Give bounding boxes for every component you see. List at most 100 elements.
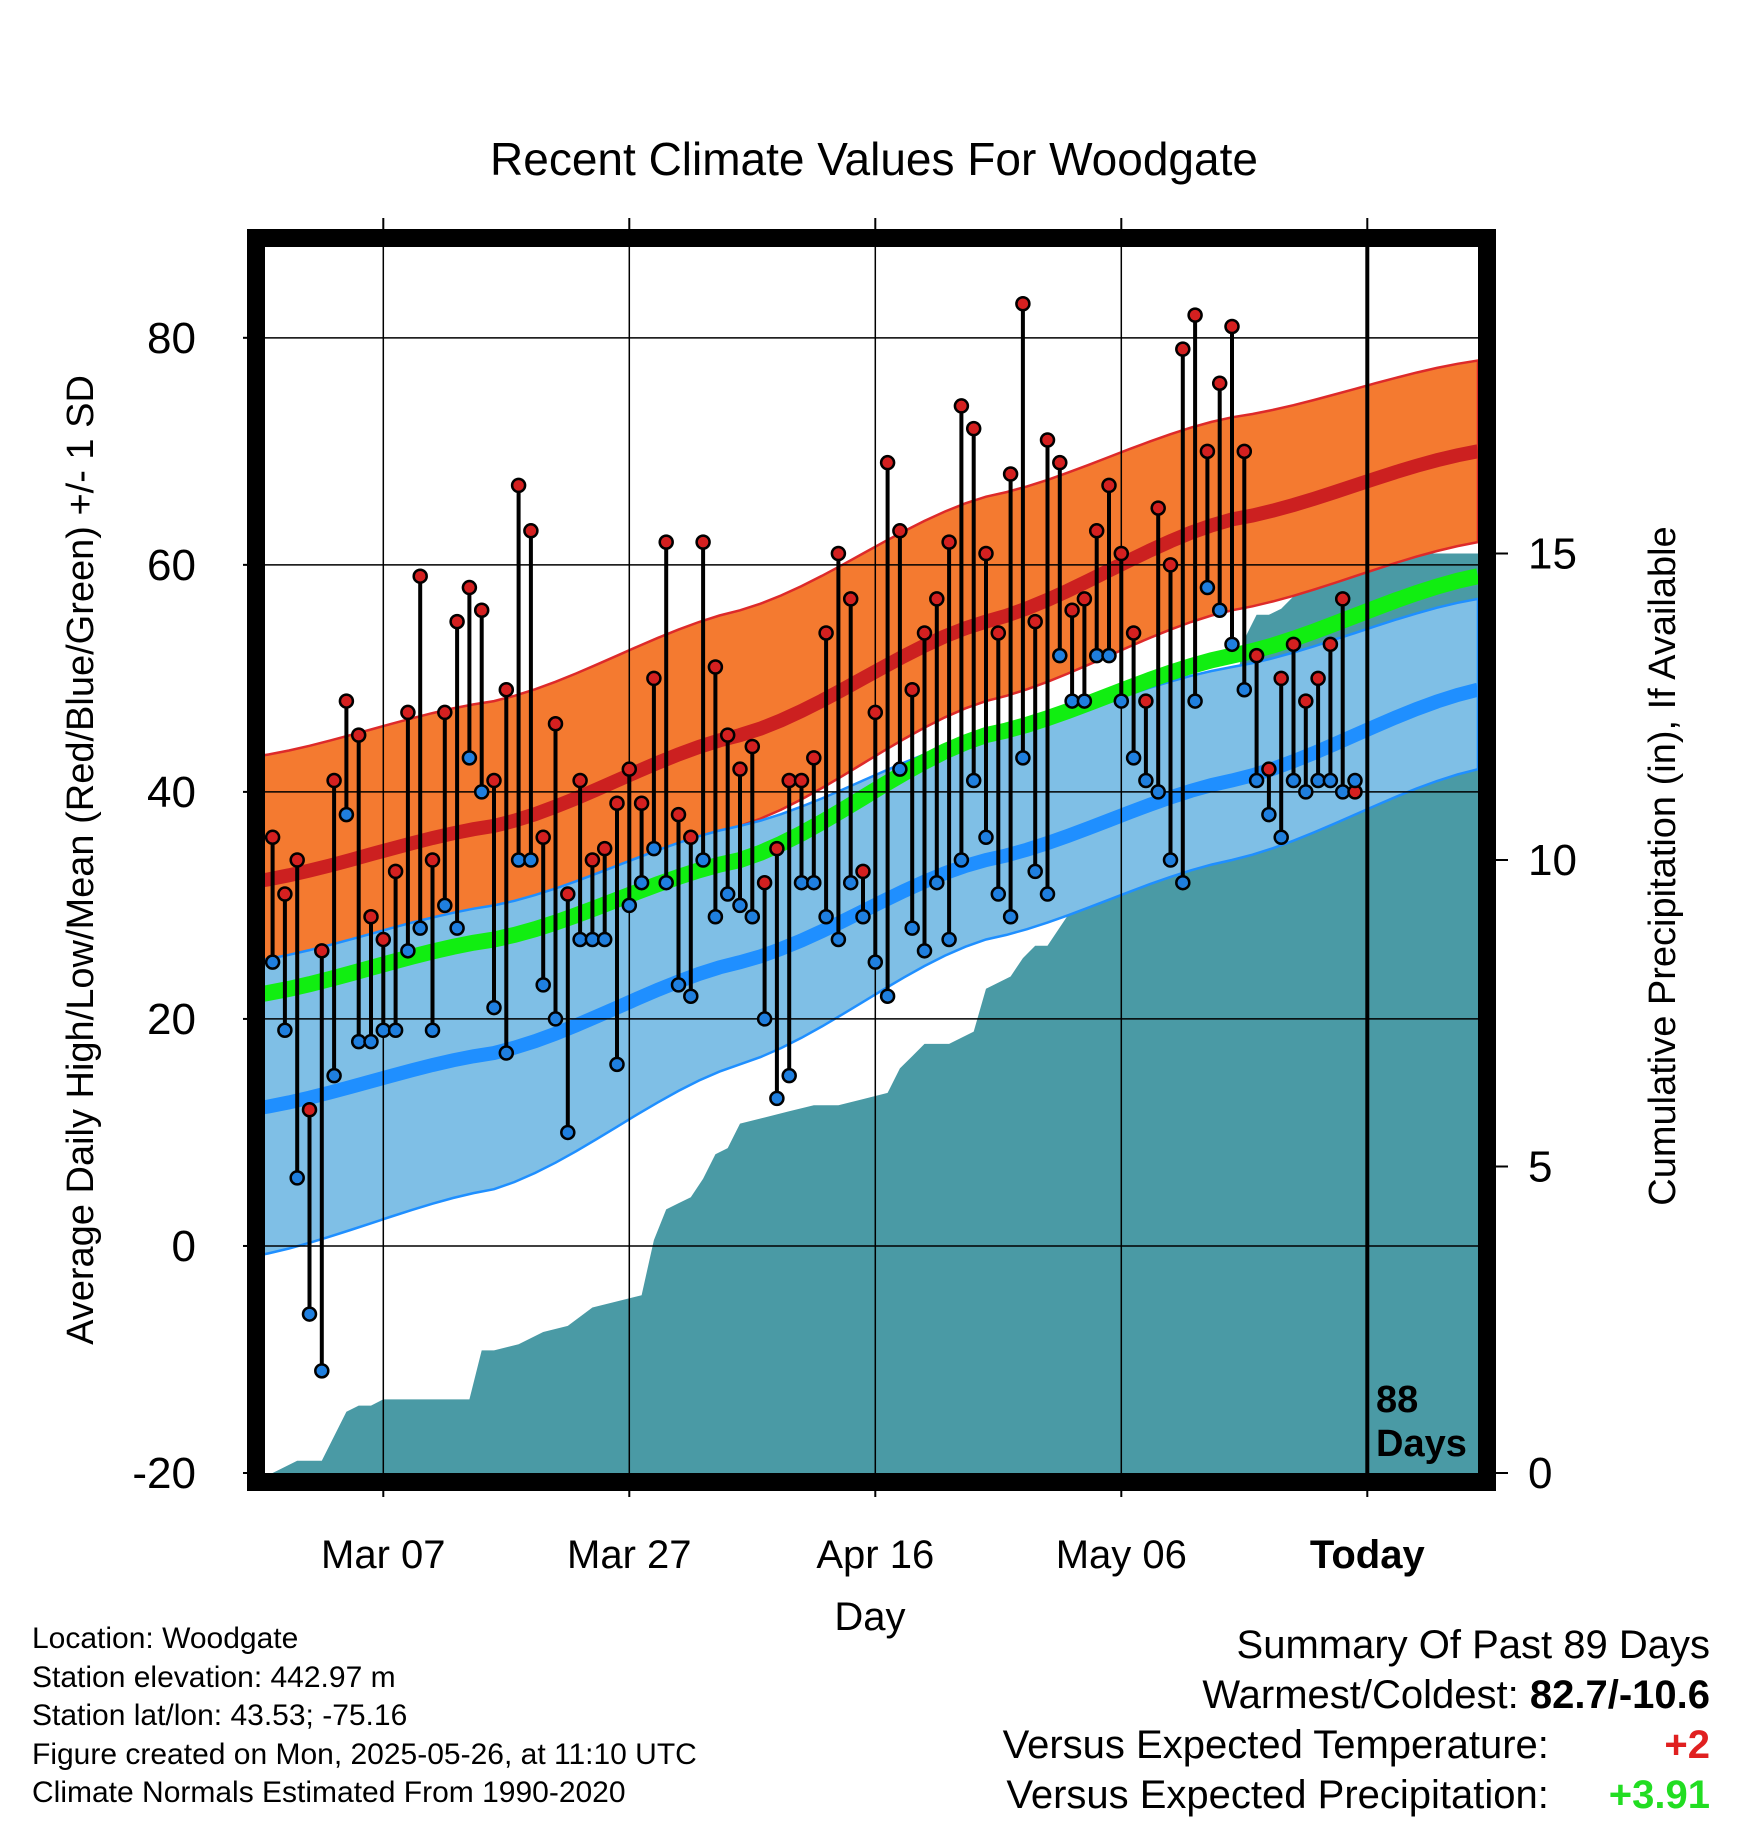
latlon-text: Station lat/lon: 43.53; -75.16 xyxy=(32,1699,408,1732)
chart-title: Recent Climate Values For Woodgate xyxy=(490,133,1258,185)
daily-low-point xyxy=(695,852,711,868)
daily-low-point xyxy=(547,1011,564,1027)
daily-low-point xyxy=(953,852,970,868)
daily-high-point xyxy=(350,727,367,743)
daily-high-point xyxy=(510,477,527,494)
daily-high-point xyxy=(929,591,945,607)
daily-high-point xyxy=(572,772,588,789)
daily-low-point xyxy=(277,1022,293,1039)
daily-high-point xyxy=(793,772,810,789)
daily-low-point xyxy=(461,750,478,766)
daily-low-point xyxy=(892,761,908,777)
warmcold-label: Warmest/Coldest: xyxy=(1202,1673,1519,1717)
daily-high-point xyxy=(744,738,761,755)
daily-low-point xyxy=(1322,772,1339,789)
daily-high-point xyxy=(670,806,687,823)
daily-low-point xyxy=(424,1022,441,1039)
normal-mean-line xyxy=(265,568,1478,1002)
daily-low-point xyxy=(916,943,933,959)
daily-high-point xyxy=(953,398,970,414)
daily-high-point xyxy=(1039,432,1056,448)
x-tick-label: May 06 xyxy=(1056,1533,1187,1577)
daily-low-point xyxy=(609,1056,625,1073)
daily-high-point xyxy=(523,523,539,539)
daily-high-point xyxy=(990,625,1007,641)
daily-low-point xyxy=(879,988,896,1004)
y-axis-label: Average Daily High/Low/Mean (Red/Blue/Gr… xyxy=(60,375,102,1345)
daily-high-point xyxy=(1064,602,1080,619)
daily-low-point xyxy=(707,909,724,925)
daily-low-point xyxy=(1261,806,1277,823)
daily-low-point xyxy=(449,920,465,936)
daily-low-point xyxy=(1187,693,1203,709)
daily-low-point xyxy=(510,852,527,868)
daily-low-point xyxy=(646,840,662,857)
daily-low-point xyxy=(929,874,945,891)
x-tick-label: Mar 07 xyxy=(321,1533,446,1577)
daily-low-point xyxy=(1138,772,1154,789)
daily-low-point xyxy=(904,920,920,936)
daily-low-point xyxy=(965,772,982,789)
daily-high-point xyxy=(769,840,785,857)
daily-low-point xyxy=(338,806,355,823)
daily-high-point xyxy=(1027,613,1043,630)
y-tick-label: 40 xyxy=(147,768,196,817)
y2-tick-label: 5 xyxy=(1528,1143,1552,1192)
daily-low-point xyxy=(806,874,822,891)
daily-low-point xyxy=(412,920,428,936)
daily-high-point xyxy=(1187,307,1203,323)
precip-vs-expected-label: Versus Expected Precipitation: xyxy=(1006,1773,1549,1817)
daily-high-point xyxy=(646,670,662,687)
daily-high-point xyxy=(387,863,404,880)
summary-title: Summary Of Past 89 Days xyxy=(1236,1623,1710,1667)
daily-low-point xyxy=(535,977,551,993)
daily-high-point xyxy=(830,545,847,562)
daily-low-point xyxy=(670,977,687,993)
temp-vs-expected-value: +2 xyxy=(1664,1723,1710,1767)
daily-low-point xyxy=(756,1011,773,1027)
station-info: Location: Woodgate Station elevation: 44… xyxy=(32,1620,697,1813)
elevation-text: Station elevation: 442.97 m xyxy=(32,1660,396,1694)
daily-low-point xyxy=(990,886,1007,902)
daily-high-point xyxy=(301,1101,318,1118)
daily-low-point xyxy=(1150,784,1166,800)
daily-low-point xyxy=(326,1067,342,1084)
daily-low-point xyxy=(1125,750,1142,766)
daily-high-point xyxy=(1076,591,1093,607)
daily-low-point xyxy=(1027,863,1043,880)
daily-high-point xyxy=(535,829,551,846)
daily-high-point xyxy=(277,886,293,902)
daily-high-point xyxy=(363,909,379,925)
y2-axis-label: Cumulative Precipitation (in), If Availa… xyxy=(1642,526,1684,1205)
daily-high-point xyxy=(338,693,355,709)
daily-high-point xyxy=(1199,443,1216,460)
daily-low-point xyxy=(314,1363,330,1379)
daily-high-point xyxy=(1334,591,1351,607)
daily-high-point xyxy=(473,602,490,619)
daily-low-point xyxy=(941,931,957,948)
daily-low-point xyxy=(437,897,453,914)
daily-low-point xyxy=(1285,772,1302,789)
plot-frame xyxy=(247,229,1496,1491)
daily-high-point xyxy=(965,420,982,437)
daily-low-point xyxy=(289,1170,305,1186)
x-axis-label: Day xyxy=(834,1595,905,1639)
y-tick-label: 20 xyxy=(147,995,196,1044)
daily-low-point xyxy=(867,954,884,970)
daily-low-point xyxy=(633,874,650,891)
y-tick-label: 80 xyxy=(147,314,196,363)
daily-low-point xyxy=(498,1045,515,1061)
daily-low-point xyxy=(978,829,994,846)
daily-low-point xyxy=(658,874,674,891)
summary-panel: Summary Of Past 89 Days Warmest/Coldest:… xyxy=(1003,1620,1710,1820)
daily-high-point xyxy=(326,772,342,789)
daily-high-point xyxy=(1310,670,1326,687)
daily-high-point xyxy=(1273,670,1289,687)
daily-high-point xyxy=(1248,647,1265,664)
daily-high-point xyxy=(547,716,564,732)
daily-low-point xyxy=(363,1033,379,1050)
daily-low-point xyxy=(1211,602,1228,619)
daily-low-point xyxy=(265,954,281,970)
daily-low-point xyxy=(301,1306,318,1322)
precip-vs-expected-value: +3.91 xyxy=(1608,1773,1710,1817)
